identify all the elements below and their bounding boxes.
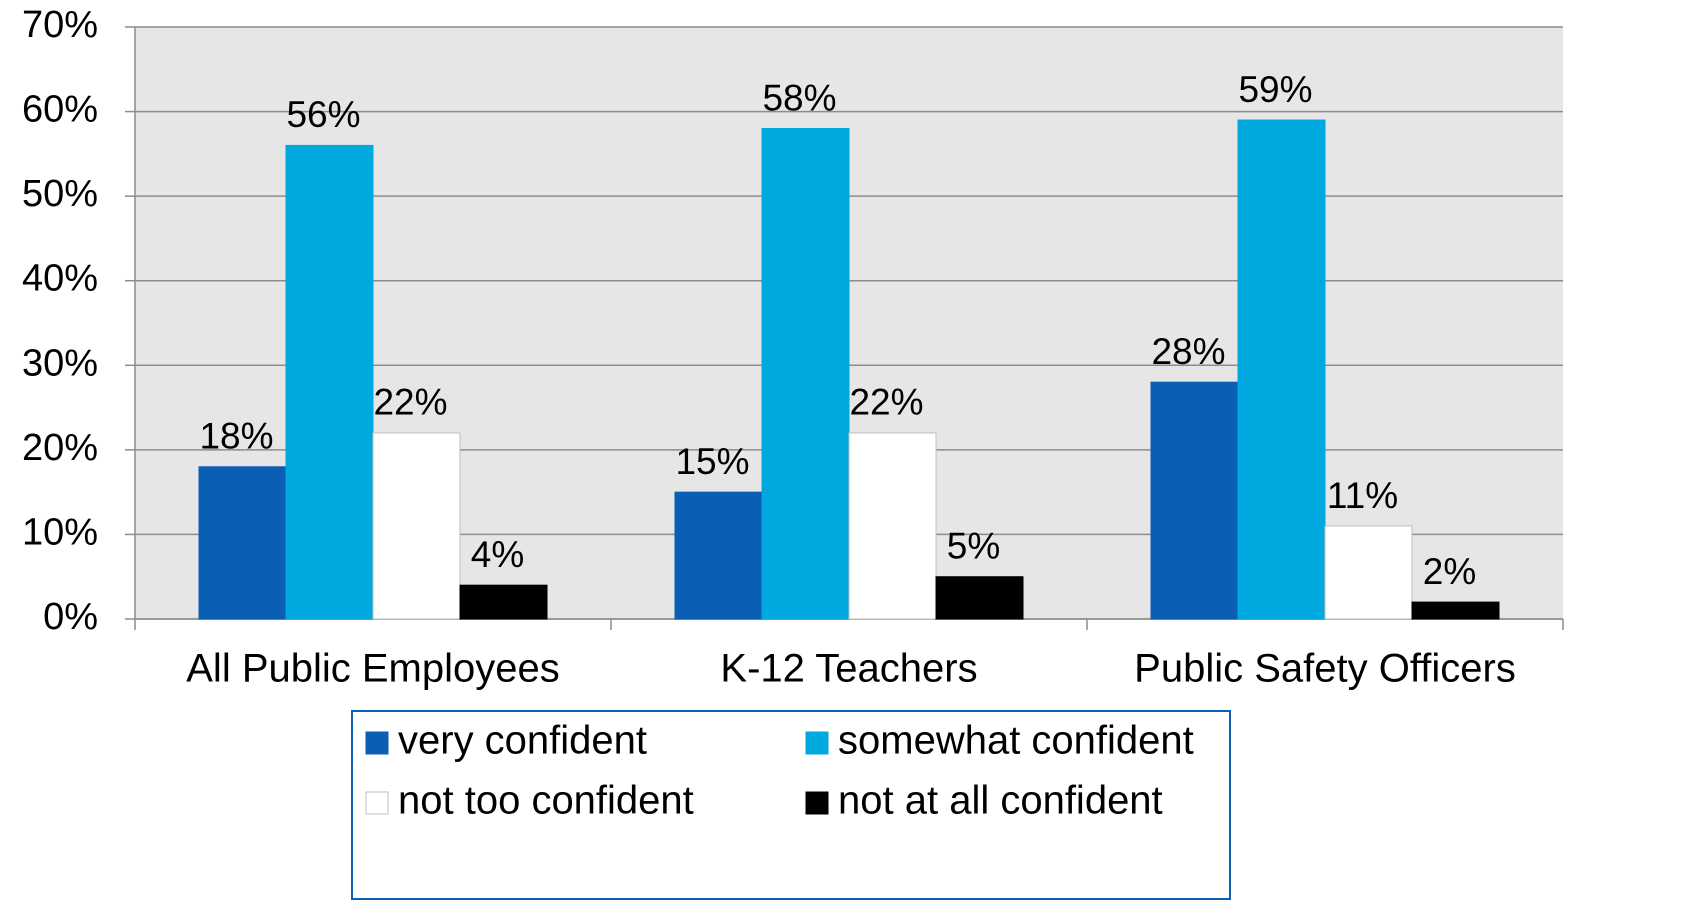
bar — [198, 466, 287, 620]
bar — [1324, 525, 1413, 620]
legend-label: not at all confident — [838, 779, 1163, 823]
legend-marker — [365, 791, 389, 815]
data-label: 22% — [373, 382, 447, 423]
data-label: 56% — [286, 94, 360, 135]
legend-box — [351, 710, 1231, 900]
bar — [848, 432, 937, 620]
y-tick-label: 20% — [22, 427, 98, 469]
bar — [935, 576, 1024, 620]
y-tick-label: 70% — [22, 4, 98, 46]
bar — [1237, 119, 1326, 620]
legend-label: very confident — [398, 719, 647, 763]
bar — [372, 432, 461, 620]
data-label: 59% — [1238, 69, 1312, 110]
y-tick-label: 0% — [43, 596, 98, 638]
y-tick-label: 30% — [22, 342, 98, 384]
legend-label: not too confident — [398, 779, 694, 823]
x-tick-label: All Public Employees — [186, 647, 560, 691]
bar — [459, 584, 548, 620]
bar — [761, 127, 850, 620]
legend-marker — [805, 731, 829, 755]
y-tick-label: 10% — [22, 511, 98, 553]
legend-marker — [805, 791, 829, 815]
bar — [674, 491, 763, 620]
data-label: 11% — [1327, 475, 1398, 516]
data-label: 4% — [471, 534, 524, 575]
bar — [1411, 601, 1500, 620]
legend-marker — [365, 731, 389, 755]
data-label: 18% — [199, 416, 273, 457]
data-label: 5% — [947, 525, 1000, 566]
legend-label: somewhat confident — [838, 719, 1194, 763]
data-label: 15% — [675, 441, 749, 482]
bar — [285, 144, 374, 620]
data-label: 22% — [849, 382, 923, 423]
y-tick-label: 50% — [22, 173, 98, 215]
bar — [1150, 381, 1239, 620]
data-label: 28% — [1151, 331, 1225, 372]
x-tick-label: Public Safety Officers — [1134, 647, 1516, 691]
x-tick-label: K-12 Teachers — [720, 647, 977, 691]
y-tick-label: 40% — [22, 258, 98, 300]
data-label: 58% — [762, 77, 836, 118]
data-label: 2% — [1423, 551, 1476, 592]
y-tick-label: 60% — [22, 89, 98, 131]
